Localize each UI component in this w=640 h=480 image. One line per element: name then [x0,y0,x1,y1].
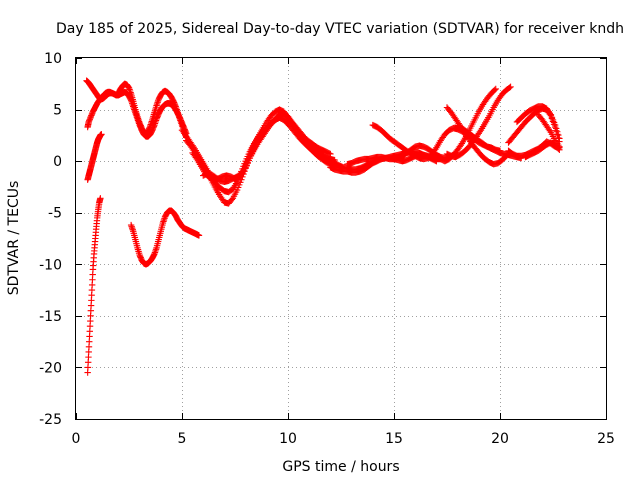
series-arc-1 [84,195,104,376]
data-point [228,196,236,203]
x-axis-label: GPS time / hours [282,459,399,475]
series-arc-5 [127,207,203,268]
x-tick-label: 20 [491,431,509,447]
series-arc-4 [83,77,190,141]
data-point [507,83,514,91]
data-point [492,85,499,93]
y-tick-label: 10 [44,51,62,67]
series-arc-17 [454,121,525,162]
x-tick-label: 10 [279,431,297,447]
y-tick-label: -20 [39,360,62,376]
plot-frame [75,57,607,420]
data-point [432,146,439,153]
data-point [506,84,513,91]
series-arc-19 [513,103,563,142]
data-point [97,195,104,202]
x-tick-label: 15 [385,431,403,447]
x-tick-label: 0 [72,431,81,447]
data-point [457,141,464,149]
y-tick-label: -5 [48,206,62,222]
data-point [551,121,559,129]
data-point [555,141,562,149]
data-point [192,154,199,161]
data-point [546,127,554,134]
data-point [476,128,484,135]
y-tick-label: 5 [53,103,62,119]
series-arc-22 [534,111,563,150]
series-arc-16 [443,104,510,168]
data-point [555,131,562,139]
data-point [491,86,498,94]
y-tick-label: -10 [39,257,62,273]
y-tick-label: 0 [53,154,62,170]
series-arc-2 [84,131,105,183]
data-point [98,131,105,138]
series-arc-13 [369,121,504,163]
x-tick-label: 25 [597,431,615,447]
data-points [83,77,563,376]
data-point [546,109,554,117]
y-tick-label: -15 [39,309,62,325]
data-point [241,165,248,173]
x-tick-label: 5 [178,431,187,447]
y-tick-labels: -25 -20 -15 -10 -5 0 5 10 [39,51,62,428]
axis-ticks [76,58,607,420]
x-tick-labels: 0 5 10 15 20 25 [72,431,615,447]
chart-title: Day 185 of 2025, Sidereal Day-to-day VTE… [56,21,624,37]
y-tick-label: -25 [39,412,62,428]
data-point [556,143,563,150]
data-point [554,128,561,135]
data-point [195,232,203,239]
data-point [552,125,560,132]
y-axis-label: SDTVAR / TECUs [6,181,22,296]
